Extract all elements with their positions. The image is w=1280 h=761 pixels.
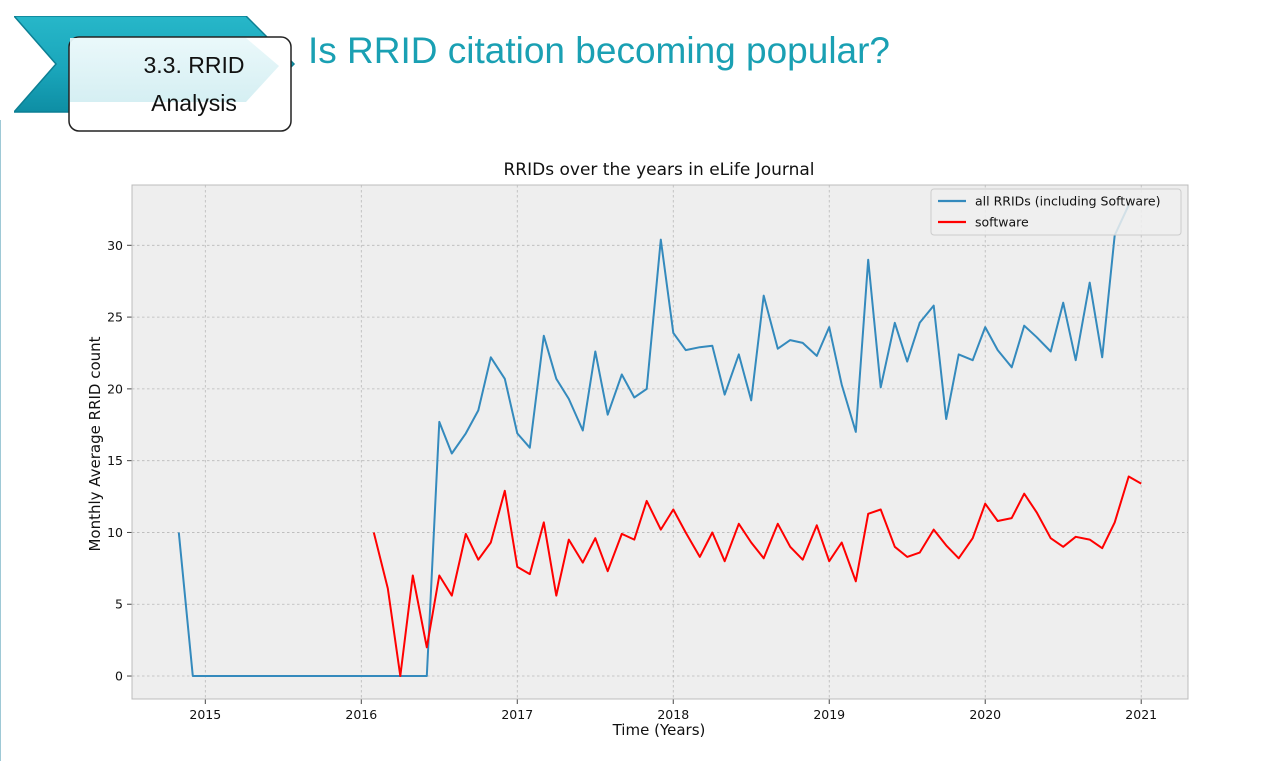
y-tick-label: 25 <box>107 310 123 325</box>
x-tick-label: 2017 <box>501 707 533 722</box>
plot-area <box>132 185 1188 699</box>
y-tick-label: 10 <box>107 525 123 540</box>
y-tick-label: 20 <box>107 381 123 396</box>
series-line-software <box>372 475 1142 677</box>
chart-title: RRIDs over the years in eLife Journal <box>504 160 815 180</box>
x-tick-label: 2018 <box>657 707 689 722</box>
section-badge: 3.3. RRID Analysis <box>12 15 296 136</box>
x-axis-label: Time (Years) <box>612 721 706 739</box>
chart-legend: all RRIDs (including Software) software <box>930 188 1182 236</box>
plot-frame <box>131 184 1189 700</box>
legend-label: all RRIDs (including Software) <box>975 194 1161 209</box>
y-tick-label: 0 <box>115 669 123 684</box>
x-tick-label: 2019 <box>813 707 845 722</box>
series-line-all-rrids <box>177 204 1130 677</box>
x-tick-label: 2020 <box>969 707 1001 722</box>
y-axis-label: Monthly Average RRID count <box>86 336 104 551</box>
section-badge-arrow-icon <box>12 15 296 132</box>
x-tick-label: 2021 <box>1125 707 1157 722</box>
y-tick-label: 5 <box>115 597 123 612</box>
y-tick-label: 15 <box>107 453 123 468</box>
legend-label: software <box>975 215 1029 230</box>
x-tick-label: 2016 <box>345 707 377 722</box>
slide-left-border <box>0 120 1 761</box>
y-tick-label: 30 <box>107 238 123 253</box>
section-number-label: 3.3. RRID <box>143 52 245 78</box>
slide-title: Is RRID citation becoming popular? <box>308 30 891 71</box>
section-name-label: Analysis <box>151 90 237 116</box>
x-tick-label: 2015 <box>189 707 221 722</box>
legend-box <box>930 188 1182 236</box>
